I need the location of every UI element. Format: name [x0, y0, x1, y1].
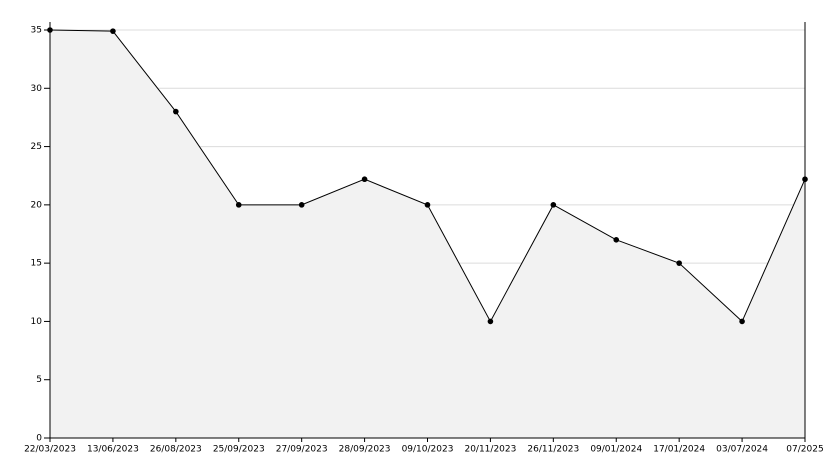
- x-tick-label: 13/06/2023: [87, 445, 139, 455]
- marker: [550, 202, 557, 208]
- marker: [424, 202, 431, 208]
- marker: [173, 108, 179, 115]
- x-tick-label: 20/11/2023: [464, 445, 516, 455]
- x-tick-label: 27/09/2023: [276, 445, 328, 455]
- y-tick-label: 10: [31, 317, 43, 327]
- marker: [235, 202, 242, 208]
- marker: [739, 318, 745, 325]
- y-tick-label: 5: [36, 375, 42, 385]
- x-tick-label: 25/09/2023: [213, 445, 265, 455]
- x-tick-label: 09/01/2024: [590, 445, 642, 455]
- area: [50, 30, 805, 438]
- marker: [361, 176, 368, 183]
- marker: [487, 318, 494, 325]
- marker: [110, 28, 116, 34]
- marker: [613, 237, 620, 243]
- marker: [298, 202, 305, 208]
- y-tick-label: 15: [31, 259, 42, 269]
- x-tick-label: 07/2025: [786, 445, 823, 455]
- x-tick-label: 22/03/2023: [24, 445, 76, 455]
- y-tick-label: 20: [31, 200, 43, 210]
- y-tick-label: 25: [31, 142, 42, 152]
- x-tick-label: 17/01/2024: [653, 445, 705, 455]
- x-tick-label: 03/07/2024: [716, 445, 768, 455]
- y-tick-label: 35: [31, 26, 42, 36]
- x-tick-label: 26/08/2023: [150, 445, 202, 455]
- x-tick-label: 09/10/2023: [402, 445, 454, 455]
- y-tick-label: 0: [36, 434, 42, 444]
- y-tick-label: 30: [31, 84, 43, 94]
- x-tick-label: 28/09/2023: [339, 445, 391, 455]
- marker: [676, 260, 682, 266]
- x-tick-label: 26/11/2023: [527, 445, 579, 455]
